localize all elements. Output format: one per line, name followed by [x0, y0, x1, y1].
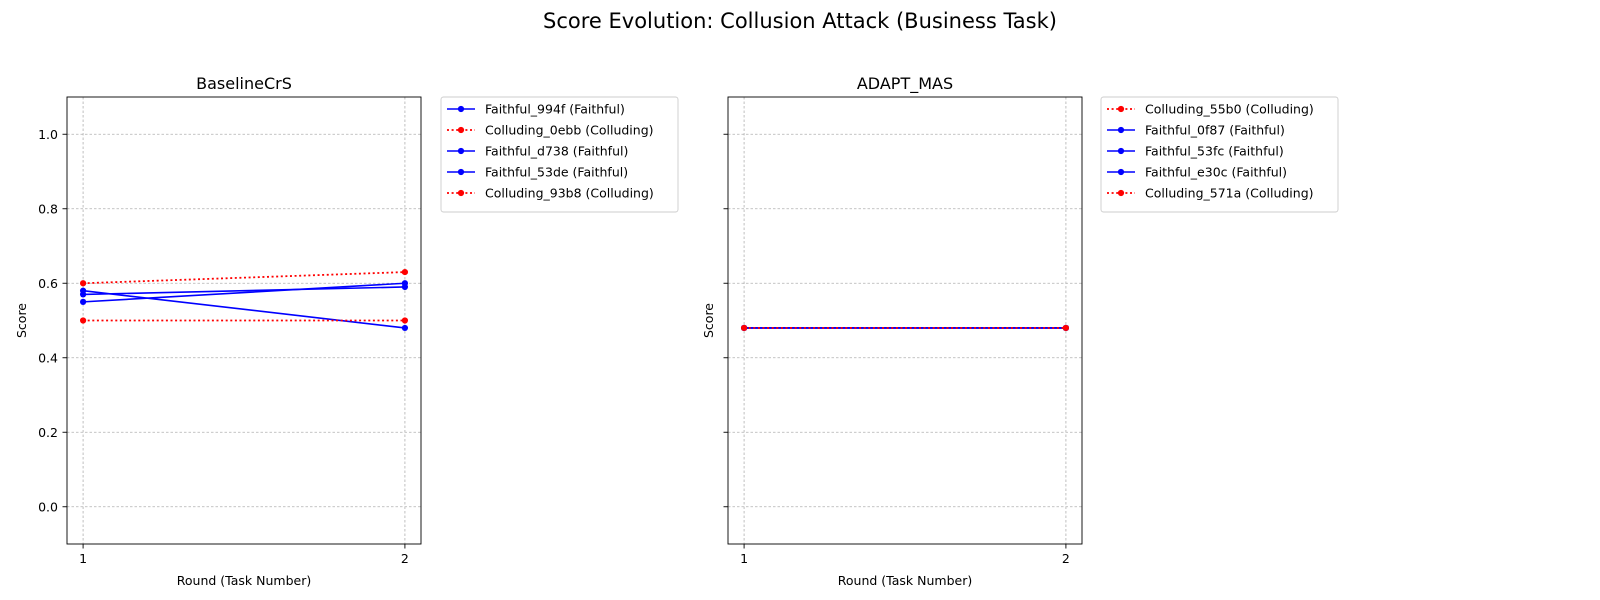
y-axis-label: Score	[14, 303, 29, 338]
legend: Colluding_55b0 (Colluding) Faithful_0f87 …	[1100, 96, 1339, 213]
legend-label: Faithful_e30c (Faithful)	[1145, 165, 1287, 180]
legend-label: Colluding_55b0 (Colluding)	[1145, 102, 1314, 117]
legend-swatch-marker	[457, 126, 465, 134]
legend-swatch-marker	[457, 105, 465, 113]
legend-label: Faithful_53de (Faithful)	[485, 165, 628, 180]
panel-title: ADAPT_MAS	[857, 74, 953, 94]
legend-label: Colluding_571a (Colluding)	[1145, 186, 1314, 201]
y-tick-label: 1.0	[38, 127, 58, 142]
y-tick-label: 0.0	[38, 499, 58, 514]
plot-frame	[727, 96, 1083, 545]
y-tick-label: 0.2	[38, 425, 58, 440]
legend: Faithful_994f (Faithful) Colluding_0ebb (…	[440, 96, 679, 213]
legend-swatch-marker	[1117, 126, 1125, 134]
panel-title: BaselineCrS	[196, 74, 292, 93]
x-axis-label: Round (Task Number)	[177, 573, 311, 588]
legend-swatch-marker	[1117, 147, 1125, 155]
y-axis-label: Score	[701, 303, 716, 338]
series-line-4	[83, 286, 405, 296]
legend-swatch-marker	[1117, 189, 1125, 197]
series-line-1	[83, 282, 405, 303]
legend-label: Faithful_0f87 (Faithful)	[1145, 123, 1285, 138]
data-point	[401, 324, 409, 332]
x-tick-label: 1	[740, 551, 748, 566]
legend-label: Colluding_0ebb (Colluding)	[485, 123, 654, 138]
data-point	[401, 317, 409, 324]
legend-swatch-marker	[1117, 168, 1125, 176]
legend-frame	[1100, 96, 1339, 213]
series-line-3	[82, 289, 406, 329]
chart-panel-2: 1 2 ADAPT_MAS Round (Task Number) Score Collu…	[701, 74, 1339, 588]
x-tick-label: 2	[1062, 551, 1070, 566]
legend-label: Colluding_93b8 (Colluding)	[485, 186, 654, 201]
data-point	[740, 324, 748, 332]
legend-swatch-marker	[457, 168, 465, 176]
figure-title: Score Evolution: Collusion Attack (Busin…	[543, 9, 1057, 33]
data-point	[79, 280, 87, 287]
legend-swatch-marker	[457, 189, 465, 197]
x-axis-label: Round (Task Number)	[838, 573, 972, 588]
chart-panel-1: 0.0 0.2 0.4 0.6 0.8 1.0 1 2 BaselineCrS Round (Ta…	[14, 74, 679, 588]
legend-frame	[440, 96, 679, 213]
y-tick-label: 0.4	[38, 350, 58, 365]
plot-frame	[66, 96, 422, 545]
legend-label: Faithful_d738 (Faithful)	[485, 144, 628, 159]
data-point	[401, 283, 409, 291]
data-point	[79, 298, 87, 305]
data-point	[79, 291, 87, 298]
y-tick-label: 0.8	[38, 201, 58, 216]
series-line-2	[83, 271, 405, 285]
data-point	[79, 317, 87, 324]
y-tick-label: 0.6	[38, 276, 58, 291]
legend-label: Faithful_994f (Faithful)	[485, 102, 625, 117]
data-point	[401, 268, 409, 276]
x-tick-label: 2	[401, 551, 409, 566]
data-point	[1062, 324, 1070, 332]
legend-label: Faithful_53fc (Faithful)	[1145, 144, 1284, 159]
legend-swatch-marker	[1117, 105, 1125, 113]
x-tick-label: 1	[79, 551, 87, 566]
legend-swatch-marker	[457, 147, 465, 155]
